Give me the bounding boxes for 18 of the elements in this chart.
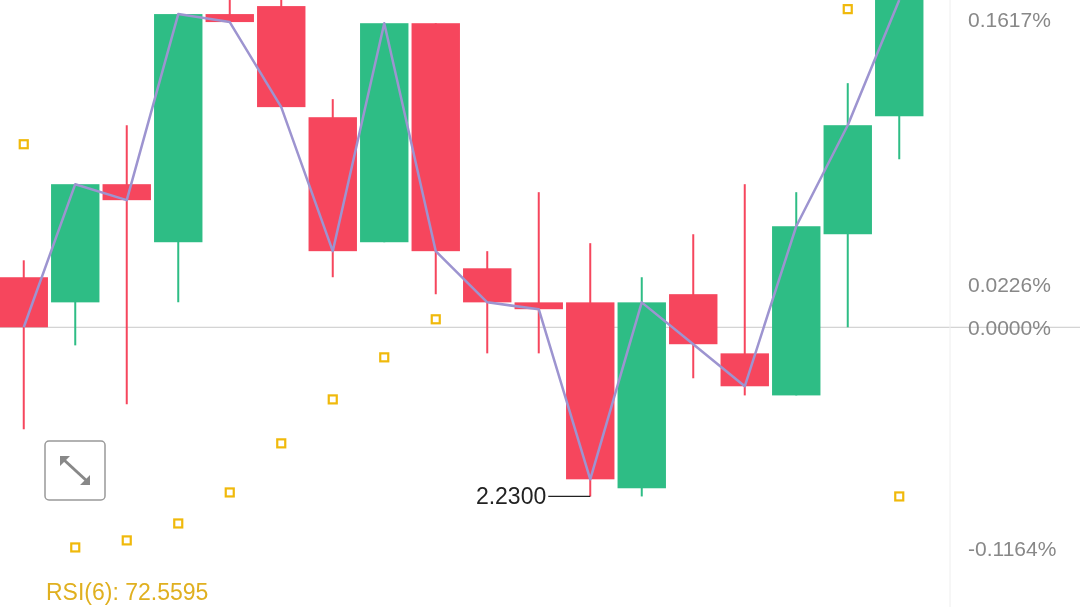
annotation: 2.2300 bbox=[475, 483, 547, 510]
y-tick-label: -0.1164% bbox=[968, 536, 1057, 560]
point bbox=[894, 491, 905, 502]
point bbox=[276, 438, 287, 449]
point bbox=[327, 394, 338, 405]
point bbox=[842, 4, 853, 15]
point bbox=[379, 352, 390, 363]
point bbox=[70, 542, 81, 553]
point bbox=[18, 139, 29, 150]
y-tick-label: 0.0226% bbox=[968, 272, 1051, 296]
y-tick-label: 0.1617% bbox=[968, 7, 1051, 31]
point bbox=[121, 535, 132, 546]
point bbox=[173, 518, 184, 529]
annotation: RSI(6): 72.5595 bbox=[46, 579, 209, 605]
y-tick-label: 0.0000% bbox=[968, 315, 1051, 339]
point bbox=[224, 487, 235, 498]
point bbox=[430, 314, 441, 325]
line-series bbox=[22, 0, 901, 481]
